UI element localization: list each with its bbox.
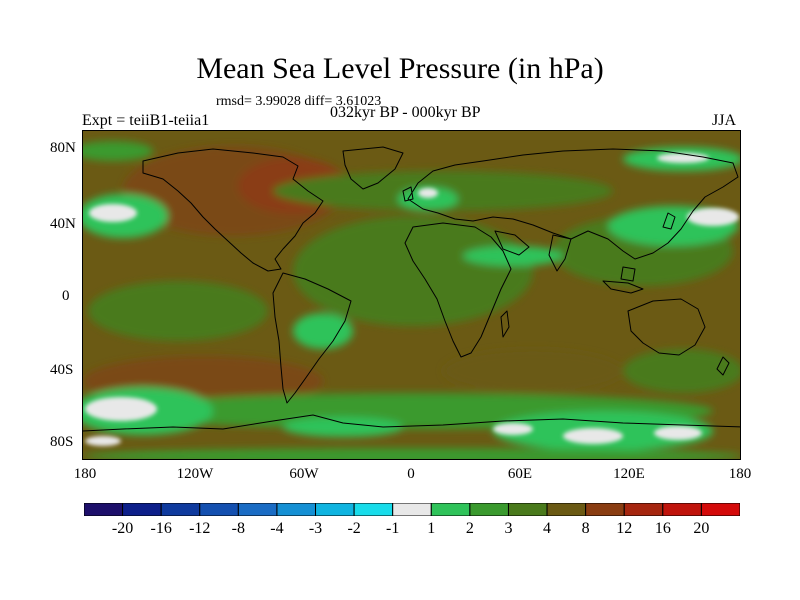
colorbar-label: -20 bbox=[111, 520, 134, 537]
lon-tick-60e: 60E bbox=[507, 466, 533, 482]
colorbar-label: 8 bbox=[581, 520, 590, 537]
field-white-region bbox=[85, 436, 121, 446]
coast-arabia bbox=[494, 230, 530, 256]
field-green-region bbox=[83, 141, 153, 161]
colorbar-swatch bbox=[507, 503, 548, 516]
colorbar-label: 1 bbox=[427, 520, 436, 537]
coast-india bbox=[548, 234, 572, 272]
colorbar-swatch bbox=[469, 503, 509, 516]
field-white-region bbox=[418, 188, 438, 198]
field-olive-region bbox=[293, 216, 533, 326]
field-white-region bbox=[687, 208, 739, 226]
colorbar-label: 4 bbox=[543, 520, 552, 537]
field-white-region bbox=[89, 204, 137, 222]
colorbar-swatch bbox=[546, 503, 587, 516]
colorbar-swatch bbox=[276, 503, 317, 516]
colorbar-swatch bbox=[122, 503, 162, 516]
lon-tick-180w: 180 bbox=[73, 466, 97, 482]
coast-indonesia bbox=[602, 280, 644, 294]
lat-tick-40n: 40N bbox=[50, 216, 76, 232]
colorbar-label: 16 bbox=[654, 520, 671, 537]
colorbar-swatch bbox=[199, 503, 239, 516]
colorbar-label: -4 bbox=[270, 520, 284, 537]
experiment-label: Expt = teiiB1-teiia1 bbox=[82, 112, 210, 129]
lat-tick-80n: 80N bbox=[50, 140, 76, 156]
field-green-band bbox=[83, 448, 740, 459]
colorbar-label: -12 bbox=[189, 520, 211, 537]
coast-greenland bbox=[342, 146, 404, 190]
colorbar-swatch bbox=[662, 503, 702, 516]
lat-tick-0: 0 bbox=[62, 288, 70, 304]
chart-title: Mean Sea Level Pressure (in hPa) bbox=[196, 52, 604, 85]
colorbar-label: -1 bbox=[386, 520, 400, 537]
colorbar-label: 3 bbox=[504, 520, 513, 537]
colorbar-label: -16 bbox=[150, 520, 172, 537]
lon-tick-0: 0 bbox=[407, 466, 415, 482]
field-white-region bbox=[493, 423, 533, 435]
colorbar-swatch bbox=[84, 503, 124, 516]
coast-british-isles bbox=[402, 186, 414, 202]
field-green-region bbox=[283, 417, 403, 437]
colorbar-swatch bbox=[353, 503, 394, 516]
field-white-region bbox=[654, 426, 702, 440]
field-green-region bbox=[463, 246, 563, 266]
coast-madagascar bbox=[500, 310, 510, 338]
coast-south-america bbox=[272, 272, 352, 404]
colorbar-swatch bbox=[392, 503, 432, 516]
season-label: JJA bbox=[712, 112, 737, 129]
colorbar-swatch bbox=[315, 503, 355, 516]
colorbar-label: 12 bbox=[616, 520, 633, 537]
field-green-region bbox=[293, 313, 353, 349]
colorbar-label: 20 bbox=[693, 520, 710, 537]
lon-tick-180e: 180 bbox=[728, 466, 752, 482]
colorbar-swatch bbox=[623, 503, 664, 516]
colorbar-swatch bbox=[160, 503, 201, 516]
colorbar-label: -8 bbox=[231, 520, 246, 537]
colorbar-label: 2 bbox=[465, 520, 474, 537]
colorbar-swatch bbox=[585, 503, 625, 516]
lon-tick-60w: 60W bbox=[289, 466, 319, 482]
coast-new-zealand bbox=[716, 356, 730, 376]
map-plot bbox=[82, 130, 741, 460]
coast-africa bbox=[404, 222, 512, 358]
field-olive-region bbox=[623, 349, 740, 393]
field-white-region bbox=[85, 397, 157, 421]
coast-antarctica bbox=[83, 414, 740, 432]
colorbar-swatch bbox=[430, 503, 471, 516]
colorbar bbox=[84, 503, 740, 516]
colorbar-label: -2 bbox=[347, 520, 361, 537]
stats-label: rmsd= 3.99028 diff= 3.61023 bbox=[216, 94, 382, 109]
coast-north-america bbox=[142, 148, 324, 272]
lon-tick-120e: 120E bbox=[613, 466, 645, 482]
field-green-region bbox=[398, 187, 458, 211]
colorbar-swatch bbox=[237, 503, 278, 516]
field-white-region bbox=[563, 428, 623, 444]
coast-australia bbox=[627, 298, 706, 356]
coast-japan bbox=[662, 212, 676, 230]
coastlines bbox=[83, 146, 740, 432]
lat-tick-40s: 40S bbox=[50, 362, 74, 378]
colorbar-label: -3 bbox=[308, 520, 323, 537]
field-brown-region bbox=[443, 349, 623, 393]
coast-eurasia bbox=[407, 148, 739, 260]
lon-tick-120w: 120W bbox=[176, 466, 214, 482]
colorbar-swatch bbox=[700, 503, 740, 516]
field-olive-region bbox=[88, 281, 268, 341]
pressure-field bbox=[83, 131, 740, 459]
coast-borneo bbox=[620, 266, 636, 282]
period-label: 032kyr BP - 000kyr BP bbox=[330, 104, 481, 121]
lat-tick-80s: 80S bbox=[50, 434, 74, 450]
